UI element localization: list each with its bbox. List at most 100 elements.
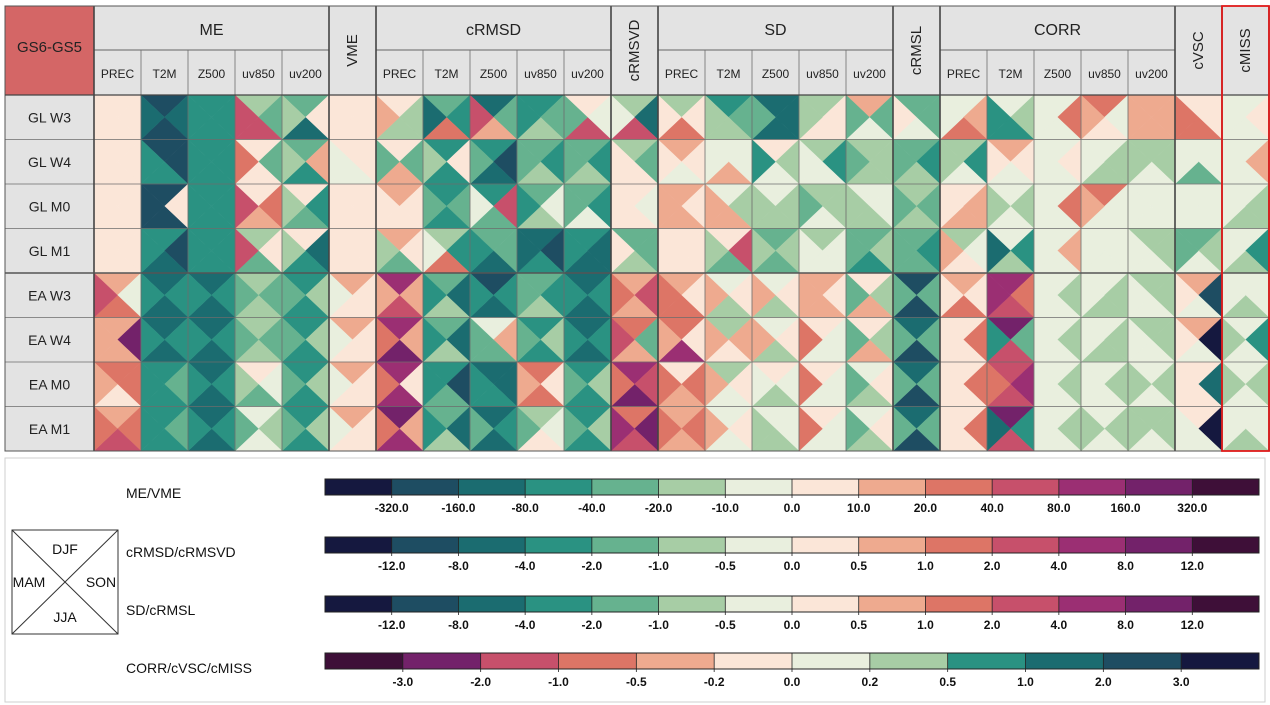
col-label-uv850: uv850 bbox=[1088, 67, 1121, 81]
colorbar-segment bbox=[1192, 537, 1260, 553]
colorbar-segment bbox=[658, 479, 726, 495]
column-header-area: GS6-GS5 ME PREC T2M Z500 uv850 uv200 VME cRMSD PR… bbox=[4, 5, 1269, 96]
group-label-me: ME bbox=[200, 22, 224, 39]
row-label-bg bbox=[5, 95, 94, 140]
colorbar-tick-label: -0.5 bbox=[626, 675, 647, 689]
colorbar-segment bbox=[792, 537, 860, 553]
colorbar-tick-label: 0.2 bbox=[861, 675, 878, 689]
colorbar-segment bbox=[869, 653, 949, 669]
colorbar-tick-label: 8.0 bbox=[1117, 618, 1134, 632]
colorbar-segment bbox=[1058, 479, 1127, 495]
colorbar-segment bbox=[858, 537, 926, 553]
col-label-uv200: uv200 bbox=[1135, 67, 1168, 81]
colorbar-tick-label: 1.0 bbox=[1017, 675, 1034, 689]
colorbar-segment bbox=[1125, 537, 1193, 553]
colorbar-tick-label: 160.0 bbox=[1111, 501, 1141, 515]
row-label-bg bbox=[5, 139, 94, 184]
colorbar-segment bbox=[325, 653, 404, 669]
colorbar-tick-label: -160.0 bbox=[441, 501, 475, 515]
colorbar-tick-label: -2.0 bbox=[582, 559, 603, 573]
colorbar-tick-label: -0.5 bbox=[715, 559, 736, 573]
grid-lines bbox=[4, 5, 1270, 452]
row-label-bg bbox=[5, 406, 94, 451]
row-label-bg bbox=[5, 317, 94, 362]
group-label-vme: VME bbox=[344, 34, 361, 67]
colorbar-segment bbox=[925, 479, 993, 495]
colorbar-tick-label: 40.0 bbox=[980, 501, 1004, 515]
colorbar-tick-label: -10.0 bbox=[712, 501, 740, 515]
colorbar-tick-label: -2.0 bbox=[582, 618, 603, 632]
colorbar-segment bbox=[591, 479, 660, 495]
col-label-prec: PREC bbox=[383, 67, 417, 81]
col-label-uv850: uv850 bbox=[806, 67, 839, 81]
row-label: EA W3 bbox=[28, 287, 71, 303]
highlight-frame bbox=[1221, 5, 1270, 452]
row-label: GL M0 bbox=[29, 198, 71, 214]
colorbar-segment bbox=[591, 537, 660, 553]
group-label-crmsl: cRMSL bbox=[908, 26, 925, 75]
colorbar-segment bbox=[992, 537, 1060, 553]
col-label-uv200: uv200 bbox=[853, 67, 886, 81]
row-label: GL W3 bbox=[28, 109, 71, 125]
colorbar-segment bbox=[858, 479, 926, 495]
colorbar-tick-label: -0.5 bbox=[715, 618, 736, 632]
colorbar-segment bbox=[1125, 479, 1193, 495]
colorbar-tick-label: 0.0 bbox=[784, 675, 801, 689]
group-label-sd: SD bbox=[764, 22, 786, 39]
col-label-t2m: T2M bbox=[999, 67, 1023, 81]
col-label-uv200: uv200 bbox=[571, 67, 604, 81]
season-glyph-diagonal bbox=[11, 529, 119, 635]
season-label-left: MAM bbox=[13, 574, 46, 590]
col-label-uv850: uv850 bbox=[242, 67, 275, 81]
colorbar-segment bbox=[925, 596, 993, 612]
colorbar-tick-label: -1.0 bbox=[648, 559, 669, 573]
colorbar-segment bbox=[402, 653, 482, 669]
colorbar-segment bbox=[525, 479, 593, 495]
colorbar-tick-label: 12.0 bbox=[1181, 618, 1205, 632]
row-label-bg bbox=[5, 184, 94, 229]
colorbar-segment bbox=[558, 653, 637, 669]
row-label: GL W4 bbox=[28, 154, 71, 170]
season-label-right: SON bbox=[86, 574, 116, 590]
colorbar-segment bbox=[1058, 537, 1127, 553]
colorbar-label: ME/VME bbox=[126, 485, 181, 501]
colorbar-segment bbox=[458, 596, 526, 612]
colorbar-tick-label: 0.5 bbox=[850, 618, 867, 632]
row-label-bg bbox=[5, 228, 94, 273]
colorbar-segment bbox=[1025, 653, 1104, 669]
colorbar-segment bbox=[658, 596, 726, 612]
colorbar-tick-label: 0.0 bbox=[784, 501, 801, 515]
colorbar-segment bbox=[725, 537, 793, 553]
col-label-t2m: T2M bbox=[717, 67, 741, 81]
legend-frame bbox=[4, 457, 1266, 703]
row-label-area: GL W3 GL W4 GL M0 GL M1 EA W3 EA W4 EA M0 EA M1 bbox=[5, 95, 94, 451]
colorbar-tick-label: 0.5 bbox=[850, 559, 867, 573]
colorbar-segment bbox=[1103, 653, 1182, 669]
colorbar-segment bbox=[458, 479, 526, 495]
colorbar-segment bbox=[525, 537, 593, 553]
col-label-z500: Z500 bbox=[198, 67, 226, 81]
colorbar-segment bbox=[714, 653, 793, 669]
colorbar-segment bbox=[792, 596, 860, 612]
colorbar-tick-label: 20.0 bbox=[914, 501, 938, 515]
group-label-crmsvd: cRMSVD bbox=[626, 19, 643, 81]
colorbar-segment bbox=[325, 596, 393, 612]
colorbar-segment bbox=[458, 537, 526, 553]
colorbar-segment bbox=[525, 596, 593, 612]
col-label-prec: PREC bbox=[947, 67, 981, 81]
colorbar-label: CORR/cVSC/cMISS bbox=[126, 660, 252, 676]
col-label-z500: Z500 bbox=[762, 67, 790, 81]
colorbar-tick-label: -12.0 bbox=[378, 618, 406, 632]
col-label-t2m: T2M bbox=[153, 67, 177, 81]
colorbar-tick-label: -12.0 bbox=[378, 559, 406, 573]
col-label-uv200: uv200 bbox=[289, 67, 322, 81]
colorbar-tick-label: 0.5 bbox=[939, 675, 956, 689]
colorbar-label: SD/cRMSL bbox=[126, 602, 195, 618]
corner-label: GS6-GS5 bbox=[17, 39, 82, 56]
colorbar-tick-label: -320.0 bbox=[375, 501, 409, 515]
group-label-cvsc: cVSC bbox=[1190, 31, 1207, 70]
season-label-bottom: JJA bbox=[53, 609, 77, 625]
col-label-prec: PREC bbox=[101, 67, 135, 81]
colorbar-tick-label: -3.0 bbox=[392, 675, 413, 689]
